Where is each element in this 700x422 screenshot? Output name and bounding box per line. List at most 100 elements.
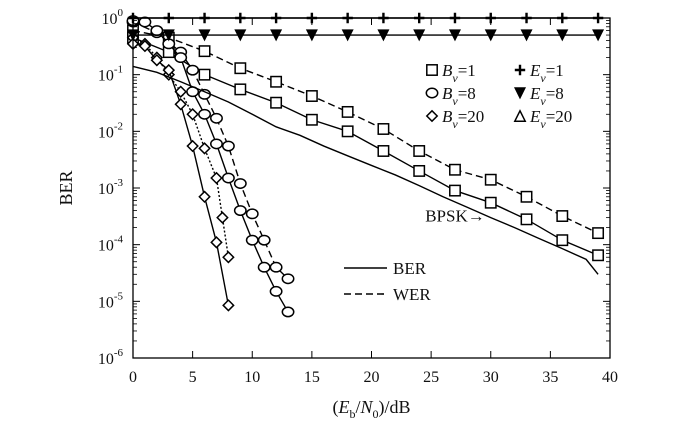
x-tick-label: 10 bbox=[244, 369, 260, 386]
marker-circle bbox=[138, 16, 152, 28]
marker-circle bbox=[186, 64, 200, 76]
marker-square bbox=[556, 234, 569, 247]
y-tick-label: 10-1 bbox=[98, 64, 123, 85]
marker-square bbox=[234, 83, 247, 96]
marker-diamond bbox=[222, 299, 235, 312]
marker-square bbox=[426, 64, 438, 76]
marker-diamond bbox=[216, 211, 229, 224]
marker-square bbox=[305, 113, 318, 126]
marker-diamond bbox=[186, 108, 199, 121]
marker-triangle-down bbox=[556, 29, 569, 42]
marker-diamond bbox=[222, 250, 235, 264]
marker-square bbox=[592, 227, 605, 240]
x-axis-label: (Eb/N0)/dB bbox=[332, 397, 410, 421]
marker-circle bbox=[150, 25, 164, 37]
x-tick-label: 25 bbox=[423, 369, 439, 386]
marker-square bbox=[270, 75, 283, 88]
marker-circle bbox=[245, 208, 259, 220]
marker-square bbox=[520, 213, 533, 226]
marker-diamond bbox=[174, 98, 187, 111]
plot-layer bbox=[126, 12, 605, 318]
marker-circle bbox=[174, 52, 188, 64]
marker-square bbox=[198, 68, 211, 81]
x-tick-label: 5 bbox=[189, 369, 197, 386]
marker-square bbox=[556, 210, 569, 222]
ticks-layer: 0 5 10 15 20 25 30 35 40 100 10-1 10-2 10-3 10-4 10-5 1… bbox=[98, 7, 618, 386]
marker-square bbox=[413, 164, 426, 177]
x-tick-label: 30 bbox=[483, 369, 499, 386]
marker-square bbox=[520, 190, 533, 203]
marker-circle bbox=[221, 140, 235, 152]
marker-square bbox=[449, 184, 461, 197]
marker-triangle-down bbox=[198, 29, 211, 42]
marker-square bbox=[341, 105, 354, 118]
marker-plus bbox=[514, 64, 526, 76]
legend-entry-label: Bv=20 bbox=[442, 107, 484, 131]
marker-square bbox=[377, 145, 390, 157]
y-tick-label: 10-3 bbox=[98, 177, 124, 198]
x-tick-label: 20 bbox=[364, 369, 380, 386]
marker-diamond bbox=[198, 190, 211, 204]
marker-diamond bbox=[162, 63, 176, 77]
marker-square bbox=[234, 62, 247, 75]
marker-triangle-down bbox=[448, 29, 461, 42]
marker-diamond bbox=[150, 53, 164, 67]
x-tick-label: 35 bbox=[542, 369, 558, 386]
y-tick-label: 10-2 bbox=[98, 120, 123, 141]
marker-square bbox=[484, 173, 497, 186]
legend-entry-label: Bv=8 bbox=[442, 84, 476, 108]
marker-circle bbox=[269, 261, 283, 273]
marker-triangle-down bbox=[305, 29, 318, 42]
marker-triangle-down bbox=[513, 87, 527, 100]
marker-circle bbox=[269, 285, 283, 297]
marker-circle bbox=[257, 261, 271, 273]
marker-diamond bbox=[198, 142, 211, 155]
line-legend-label: BER bbox=[393, 259, 427, 278]
marker-square bbox=[377, 123, 390, 135]
marker-triangle-down bbox=[270, 29, 283, 42]
marker-triangle-down bbox=[162, 29, 175, 42]
x-tick-label: 15 bbox=[304, 369, 320, 386]
marker-diamond bbox=[138, 39, 152, 53]
marker-triangle-down bbox=[377, 29, 390, 42]
series-line bbox=[132, 37, 599, 256]
marker-circle bbox=[198, 108, 212, 120]
line-legend-label: WER bbox=[393, 285, 431, 304]
marker-circle bbox=[233, 205, 247, 216]
bpsk-annotation: BPSK→ bbox=[425, 206, 485, 225]
marker-square bbox=[270, 96, 283, 109]
marker-diamond bbox=[210, 236, 223, 249]
marker-circle bbox=[210, 138, 223, 150]
marker-circle bbox=[221, 172, 235, 184]
marker-square bbox=[449, 163, 461, 176]
y-axis-label: BER bbox=[56, 170, 76, 205]
marker-square bbox=[484, 196, 497, 209]
marker-circle bbox=[210, 112, 223, 124]
marker-diamond bbox=[186, 139, 199, 153]
marker-triangle-down bbox=[234, 29, 247, 42]
marker-circle bbox=[281, 273, 295, 285]
marker-diamond bbox=[210, 171, 223, 185]
marker-circle bbox=[245, 234, 259, 246]
y-tick-label: 10-5 bbox=[98, 290, 124, 311]
marker-square bbox=[592, 249, 605, 262]
marker-circle bbox=[233, 178, 247, 189]
marker-triangle-down bbox=[341, 29, 354, 42]
marker-circle bbox=[425, 87, 439, 99]
series-line bbox=[132, 29, 599, 234]
marker-triangle-down bbox=[520, 29, 533, 42]
marker-triangle-down bbox=[413, 29, 426, 42]
marker-triangle-down bbox=[484, 29, 497, 42]
y-tick-label: 100 bbox=[102, 7, 124, 28]
marker-diamond bbox=[174, 85, 187, 98]
legend-entry-label: Ev=1 bbox=[529, 61, 564, 85]
marker-square bbox=[413, 145, 426, 157]
marker-triangle-down bbox=[592, 29, 605, 42]
x-tick-label: 0 bbox=[129, 369, 137, 386]
marker-square bbox=[341, 125, 354, 138]
marker-square bbox=[305, 90, 318, 102]
x-tick-label: 40 bbox=[602, 369, 618, 386]
legend-entry-label: Bv=1 bbox=[442, 61, 476, 85]
series-line bbox=[132, 65, 599, 275]
